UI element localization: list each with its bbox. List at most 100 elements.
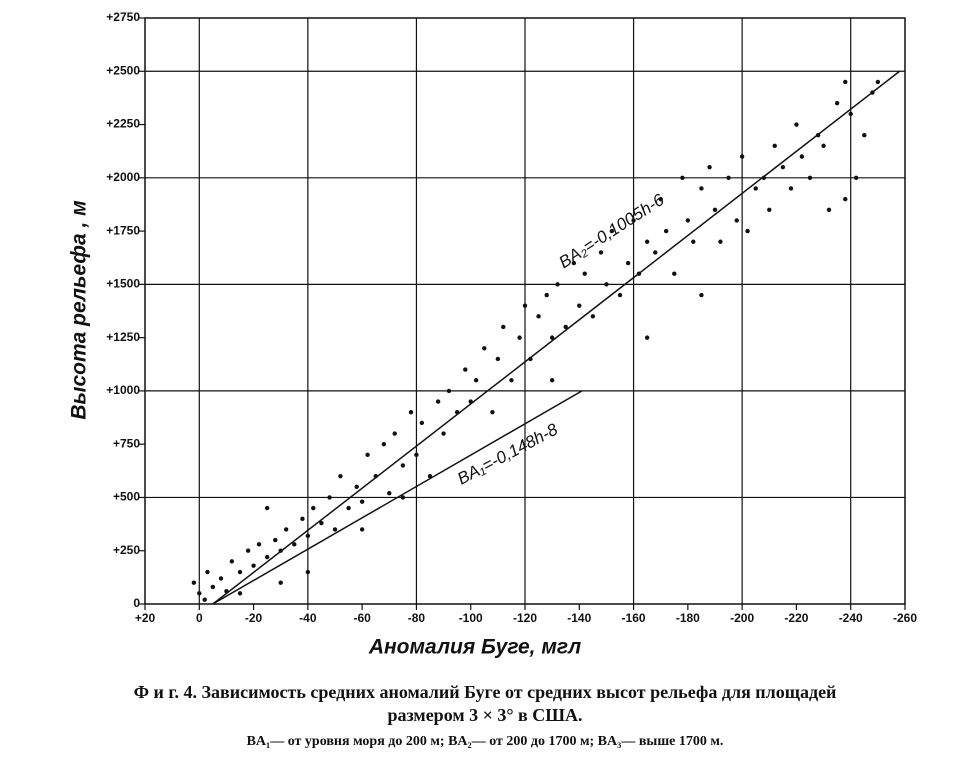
scatter-point — [400, 495, 406, 500]
scatter-point — [319, 520, 324, 526]
scatter-point — [278, 548, 283, 553]
x-tick-label: -220 — [784, 611, 808, 625]
scatter-point — [653, 250, 658, 255]
scatter-point — [408, 410, 414, 415]
scatter-point — [549, 335, 555, 340]
y-axis-title: Высота рельефа , м — [68, 200, 91, 420]
scatter-point — [772, 143, 777, 149]
scatter-point — [745, 228, 750, 234]
scatter-point — [400, 463, 406, 468]
scatter-point — [544, 292, 549, 298]
scatter-point — [517, 335, 522, 340]
x-tick-label: -180 — [676, 611, 700, 625]
scatter-point — [365, 452, 370, 458]
scatter-point — [794, 122, 799, 127]
scatter-point — [210, 584, 216, 590]
scatter-point — [264, 505, 270, 511]
y-tick-label: 0 — [133, 596, 140, 610]
scatter-point — [463, 367, 468, 372]
scatter-point — [197, 591, 202, 596]
scatter-point — [707, 164, 712, 170]
scatter-point — [718, 239, 723, 244]
scatter-point — [617, 292, 623, 298]
scatter-point — [691, 239, 696, 244]
scatter-point — [734, 218, 739, 223]
scatter-point — [454, 410, 460, 415]
scatter-point — [441, 431, 446, 436]
scatter-point — [446, 388, 452, 394]
scatter-point — [753, 186, 758, 191]
caption: размером 3 × 3° в США. — [387, 705, 582, 725]
scatter-point — [473, 378, 479, 383]
x-tick-label: -140 — [567, 611, 591, 625]
scatter-point — [300, 516, 305, 521]
scatter-point — [726, 175, 731, 181]
scatter-point — [251, 563, 256, 568]
scatter-point — [522, 303, 528, 308]
scatter-point — [237, 591, 243, 596]
scatter-point — [468, 399, 473, 404]
y-tick-label: +2750 — [106, 10, 140, 24]
y-tick-label: +500 — [113, 490, 140, 504]
scatter-point — [292, 542, 297, 547]
scatter-point — [427, 473, 433, 479]
scatter-point — [780, 164, 786, 170]
scatter-point — [644, 335, 650, 340]
annotation: BA₁=-0,148h-8 — [454, 419, 561, 488]
scatter-point — [359, 527, 365, 532]
scatter-point — [305, 533, 311, 539]
scatter-point — [536, 314, 541, 319]
scatter-point — [590, 314, 596, 319]
scatter-point — [501, 324, 506, 330]
regression-line — [212, 70, 901, 605]
scatter-point — [549, 378, 555, 383]
scatter-point — [354, 484, 359, 489]
scatter-point — [256, 542, 262, 547]
scatter-point — [834, 101, 840, 106]
scatter-point — [264, 554, 270, 560]
scatter-point — [815, 133, 821, 138]
scatter-point — [392, 431, 397, 436]
regression-line — [212, 390, 583, 605]
scatter-point — [528, 356, 533, 362]
y-tick-label: +2000 — [106, 170, 140, 184]
scatter-point — [419, 420, 425, 426]
scatter-point — [631, 218, 636, 223]
scatter-point — [373, 473, 378, 479]
scatter-point — [739, 154, 745, 159]
x-tick-label: -40 — [299, 611, 317, 625]
x-tick-label: +20 — [135, 611, 156, 625]
scatter-point — [658, 196, 663, 202]
x-tick-label: -260 — [893, 611, 917, 625]
scatter-point — [224, 589, 229, 594]
scatter-point — [604, 282, 609, 287]
scatter-point — [598, 250, 604, 255]
scatter-point — [571, 260, 577, 266]
x-axis-title: Аномалия Буге, мгл — [368, 636, 581, 659]
scatter-point — [191, 580, 197, 585]
x-tick-label: -160 — [622, 611, 646, 625]
x-tick-label: -240 — [839, 611, 863, 625]
scatter-point — [273, 537, 278, 543]
scatter-point — [381, 441, 387, 447]
x-tick-label: -60 — [353, 611, 371, 625]
scatter-point — [663, 228, 669, 234]
scatter-point — [848, 111, 853, 117]
x-tick-label: -20 — [245, 611, 263, 625]
scatter-point — [636, 271, 642, 276]
scatter-point — [685, 218, 691, 223]
caption: Ф и г. 4. Зависимость средних аномалий Б… — [134, 682, 837, 702]
scatter-point — [327, 495, 332, 500]
scatter-point — [843, 196, 848, 202]
scatter-point — [237, 569, 243, 575]
scatter-point — [229, 559, 235, 564]
caption-note: BA₁— от уровня моря до 200 м; BA₂— от 20… — [247, 734, 724, 749]
scatter-point — [788, 186, 794, 191]
x-tick-label: -100 — [459, 611, 483, 625]
scatter-point — [359, 499, 365, 504]
scatter-point — [870, 90, 875, 95]
scatter-point — [625, 260, 631, 266]
scatter-point — [495, 356, 501, 362]
scatter-point — [644, 239, 650, 244]
